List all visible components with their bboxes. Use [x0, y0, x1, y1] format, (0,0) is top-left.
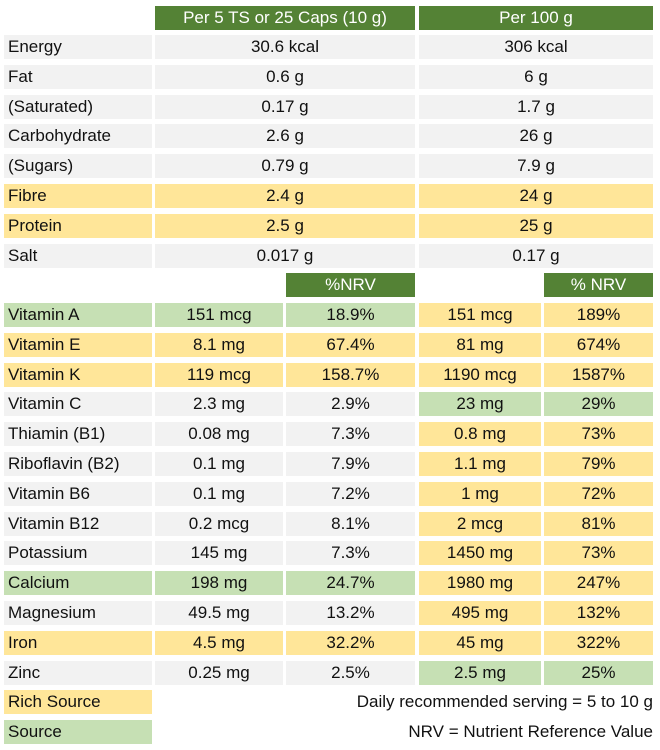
serving-value: 8.1 mg	[155, 333, 283, 357]
nrv-serving-value: 18.9%	[286, 303, 415, 327]
serving-value: 30.6 kcal	[155, 35, 415, 59]
per-100g-value: 151 mcg	[419, 303, 541, 327]
nrv-serving-value: 32.2%	[286, 631, 415, 655]
serving-value: 0.017 g	[155, 244, 415, 268]
nrv-serving-value: 2.9%	[286, 392, 415, 416]
rich-source-legend: Rich Source	[4, 690, 152, 714]
serving-value: 0.25 mg	[155, 661, 283, 685]
serving-value: 0.1 mg	[155, 482, 283, 506]
per-100g-value: 495 mg	[419, 601, 541, 625]
nrv-100g-value: 189%	[544, 303, 653, 327]
per-100g-value: 1 mg	[419, 482, 541, 506]
nrv-serving-value: 7.3%	[286, 541, 415, 565]
nutrient-name: Riboflavin (B2)	[4, 452, 152, 476]
nrv-serving-value: 158.7%	[286, 363, 415, 387]
nutrient-name: Fat	[4, 65, 152, 89]
serving-value: 4.5 mg	[155, 631, 283, 655]
per-100g-value: 1450 mg	[419, 541, 541, 565]
per-100g-value: 306 kcal	[419, 35, 653, 59]
nutrient-name: Potassium	[4, 541, 152, 565]
nutrient-name: Iron	[4, 631, 152, 655]
serving-value: 0.1 mg	[155, 452, 283, 476]
per-100g-value: 7.9 g	[419, 154, 653, 178]
serving-value: 119 mcg	[155, 363, 283, 387]
source-legend: Source	[4, 720, 152, 744]
nrv-100g-value: 25%	[544, 661, 653, 685]
nrv-100g-header: % NRV	[544, 273, 653, 297]
nutrient-name: (Saturated)	[4, 95, 152, 119]
nrv-serving-header: %NRV	[286, 273, 415, 297]
nutrient-name: (Sugars)	[4, 154, 152, 178]
nutrient-name: Salt	[4, 244, 152, 268]
nrv-100g-value: 79%	[544, 452, 653, 476]
nrv-100g-value: 132%	[544, 601, 653, 625]
nutrient-name: Calcium	[4, 571, 152, 595]
nrv-serving-value: 2.5%	[286, 661, 415, 685]
per-100g-value: 81 mg	[419, 333, 541, 357]
serving-value: 145 mg	[155, 541, 283, 565]
serving-value: 0.2 mcg	[155, 512, 283, 536]
per-100g-value: 23 mg	[419, 392, 541, 416]
nrv-100g-value: 674%	[544, 333, 653, 357]
serving-value: 2.3 mg	[155, 392, 283, 416]
serving-note: Daily recommended serving = 5 to 10 g	[356, 692, 653, 711]
nrv-100g-value: 81%	[544, 512, 653, 536]
nrv-100g-value: 247%	[544, 571, 653, 595]
nutrient-name: Fibre	[4, 184, 152, 208]
per-100g-value: 1.1 mg	[419, 452, 541, 476]
nutrient-name: Vitamin B12	[4, 512, 152, 536]
serving-value: 49.5 mg	[155, 601, 283, 625]
nutrient-name: Zinc	[4, 661, 152, 685]
nrv-serving-value: 7.2%	[286, 482, 415, 506]
nrv-100g-value: 1587%	[544, 363, 653, 387]
per-100g-value: 0.8 mg	[419, 422, 541, 446]
nrv-100g-value: 29%	[544, 392, 653, 416]
per-100g-value: 1190 mcg	[419, 363, 541, 387]
nutrient-name: Vitamin B6	[4, 482, 152, 506]
nrv-100g-value: 322%	[544, 631, 653, 655]
per-serving-header: Per 5 TS or 25 Caps (10 g)	[155, 6, 415, 30]
nutrient-name: Vitamin C	[4, 392, 152, 416]
per-100g-value: 6 g	[419, 65, 653, 89]
serving-value: 2.4 g	[155, 184, 415, 208]
serving-value: 2.5 g	[155, 214, 415, 238]
per-100g-value: 26 g	[419, 124, 653, 148]
serving-value: 0.6 g	[155, 65, 415, 89]
serving-value: 0.79 g	[155, 154, 415, 178]
per-100g-value: 24 g	[419, 184, 653, 208]
nutrient-name: Vitamin E	[4, 333, 152, 357]
per-100g-value: 25 g	[419, 214, 653, 238]
serving-value: 151 mcg	[155, 303, 283, 327]
per-100g-value: 0.17 g	[419, 244, 653, 268]
per-100g-value: 1980 mg	[419, 571, 541, 595]
per-100g-header: Per 100 g	[419, 6, 653, 30]
nrv-serving-value: 8.1%	[286, 512, 415, 536]
nutrient-name: Magnesium	[4, 601, 152, 625]
serving-value: 198 mg	[155, 571, 283, 595]
nutrient-name: Protein	[4, 214, 152, 238]
per-100g-value: 2 mcg	[419, 512, 541, 536]
nutrient-name: Vitamin K	[4, 363, 152, 387]
serving-value: 2.6 g	[155, 124, 415, 148]
serving-value: 0.17 g	[155, 95, 415, 119]
nrv-100g-value: 73%	[544, 541, 653, 565]
nrv-serving-value: 67.4%	[286, 333, 415, 357]
serving-value: 0.08 mg	[155, 422, 283, 446]
nrv-100g-value: 73%	[544, 422, 653, 446]
nrv-serving-value: 7.3%	[286, 422, 415, 446]
nutrient-name: Energy	[4, 35, 152, 59]
per-100g-value: 2.5 mg	[419, 661, 541, 685]
nutrient-name: Vitamin A	[4, 303, 152, 327]
nutrient-name: Thiamin (B1)	[4, 422, 152, 446]
nrv-note: NRV = Nutrient Reference Value	[408, 722, 653, 741]
nrv-serving-value: 24.7%	[286, 571, 415, 595]
per-100g-value: 45 mg	[419, 631, 541, 655]
nrv-serving-value: 13.2%	[286, 601, 415, 625]
per-100g-value: 1.7 g	[419, 95, 653, 119]
nutrient-name: Carbohydrate	[4, 124, 152, 148]
nrv-serving-value: 7.9%	[286, 452, 415, 476]
nrv-100g-value: 72%	[544, 482, 653, 506]
